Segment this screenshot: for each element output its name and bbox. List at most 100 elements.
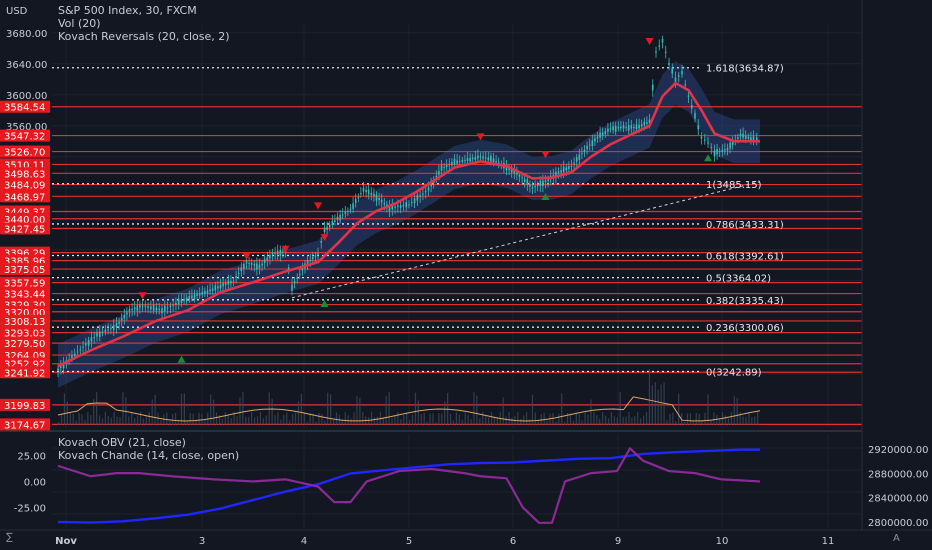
volume-bar bbox=[227, 415, 229, 425]
candle-body bbox=[365, 189, 367, 193]
reversal-up-marker bbox=[541, 193, 550, 201]
candle-body bbox=[405, 202, 408, 208]
candle-body bbox=[422, 193, 424, 195]
candle-body bbox=[555, 171, 557, 178]
candle-body bbox=[128, 308, 131, 312]
legend-chande[interactable]: Kovach Chande (14, close, open) bbox=[58, 449, 240, 462]
candle-body bbox=[287, 267, 290, 271]
volume-bar bbox=[218, 415, 221, 425]
volume-bar bbox=[452, 420, 455, 425]
candle-body bbox=[724, 149, 726, 151]
candle-body bbox=[150, 306, 152, 310]
volume-bar bbox=[362, 412, 364, 425]
auto-scale-button[interactable]: A bbox=[893, 533, 900, 544]
candle-body bbox=[110, 327, 112, 329]
volume-bar bbox=[587, 414, 589, 425]
candle-body bbox=[581, 153, 583, 155]
sigma-icon[interactable]: ∑ bbox=[6, 532, 13, 543]
volume-bar bbox=[145, 415, 147, 425]
volume-bar bbox=[745, 417, 747, 425]
volume-bar bbox=[292, 414, 294, 425]
candle-body bbox=[402, 205, 405, 207]
level-label-text: 3252.92 bbox=[4, 360, 45, 371]
volume-bar bbox=[75, 420, 77, 425]
fib-label: 1(3485.15) bbox=[706, 180, 762, 191]
candle-body bbox=[640, 124, 643, 127]
volume-bar bbox=[289, 420, 291, 425]
volume-bar bbox=[648, 368, 651, 425]
candle-body bbox=[552, 175, 555, 177]
legend-volume[interactable]: Vol (20) bbox=[58, 17, 101, 30]
x-tick-label: 4 bbox=[301, 536, 307, 547]
candle-body bbox=[59, 366, 62, 369]
candle-body bbox=[214, 285, 217, 291]
candle-body bbox=[671, 68, 674, 74]
legend-obv[interactable]: Kovach OBV (21, close) bbox=[58, 436, 186, 449]
candle-body bbox=[464, 160, 466, 162]
volume-bar bbox=[669, 414, 671, 425]
volume-bar bbox=[678, 393, 680, 425]
candle-body bbox=[620, 126, 622, 129]
volume-bar bbox=[739, 412, 741, 425]
volume-bar bbox=[473, 392, 475, 425]
reversal-down-marker bbox=[645, 38, 654, 46]
candle-body bbox=[604, 131, 607, 134]
candle-body bbox=[367, 189, 370, 195]
candle-body bbox=[451, 162, 453, 166]
reversal-up-marker bbox=[320, 300, 329, 307]
candle-body bbox=[466, 158, 469, 161]
candle-body bbox=[258, 264, 261, 269]
symbol-title[interactable]: S&P 500 Index, 30, FXCM bbox=[58, 4, 197, 17]
volume-bar bbox=[487, 417, 490, 425]
volume-bar bbox=[63, 393, 66, 425]
candle-body bbox=[120, 318, 123, 321]
volume-bar bbox=[672, 412, 674, 425]
volume-bar bbox=[631, 417, 633, 425]
volume-bar bbox=[420, 413, 422, 425]
candle-body bbox=[96, 332, 98, 337]
volume-bar bbox=[280, 419, 282, 425]
candle-body bbox=[317, 253, 319, 255]
volume-bar bbox=[625, 416, 627, 425]
candle-body bbox=[612, 126, 614, 131]
y-tick-label: 3640.00 bbox=[6, 60, 47, 71]
volume-bar bbox=[423, 412, 425, 425]
legend-reversals[interactable]: Kovach Reversals (20, close, 2) bbox=[58, 30, 230, 43]
volume-bar bbox=[461, 419, 463, 425]
volume-bar bbox=[502, 397, 504, 425]
volume-bar bbox=[189, 413, 191, 425]
candle-body bbox=[630, 125, 633, 129]
volume-bar bbox=[584, 412, 586, 425]
volume-bar bbox=[572, 420, 574, 425]
candle-body bbox=[646, 122, 648, 124]
candle-body bbox=[188, 296, 191, 300]
volume-bar bbox=[596, 415, 598, 425]
candle-body bbox=[206, 290, 209, 294]
ma-line bbox=[57, 81, 760, 368]
volume-bar bbox=[306, 421, 308, 425]
candle-body bbox=[562, 166, 565, 172]
candle-body bbox=[312, 256, 314, 260]
candle-body bbox=[721, 149, 724, 152]
level-labels: 3584.54 3547.32 3526.703510.113498.633484.… bbox=[0, 100, 50, 431]
level-label-box bbox=[0, 254, 50, 267]
sub-right-tick: 2840000.00 bbox=[868, 494, 928, 505]
candle-body bbox=[547, 178, 549, 182]
volume-bar bbox=[195, 421, 197, 425]
candle-body bbox=[614, 125, 617, 132]
volume-bar bbox=[704, 412, 706, 425]
candle-body bbox=[243, 263, 245, 270]
volume-bar bbox=[300, 393, 302, 425]
volume-bar bbox=[616, 417, 618, 425]
level-label-box bbox=[0, 212, 50, 225]
candle-body bbox=[172, 304, 174, 306]
reversal-up-marker bbox=[177, 355, 186, 363]
candle-body bbox=[674, 77, 677, 82]
candle-body bbox=[155, 307, 158, 311]
volume-bar bbox=[485, 416, 487, 425]
candle-body bbox=[508, 168, 510, 170]
x-tick-label: 11 bbox=[822, 536, 835, 547]
candle-body bbox=[169, 305, 172, 307]
volume-bar bbox=[622, 416, 624, 425]
